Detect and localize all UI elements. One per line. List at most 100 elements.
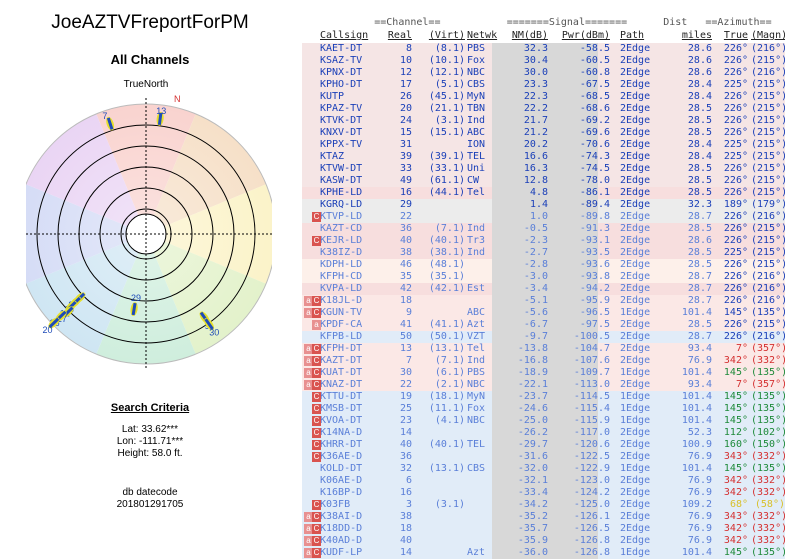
cell-pwr: -94.2 <box>579 283 610 294</box>
cell-path: 1Edge <box>620 403 651 414</box>
station-marker[interactable]: 13 <box>156 106 166 126</box>
cell-true: 226° <box>723 163 748 174</box>
cell-pwr: -68.5 <box>579 91 610 102</box>
table-row[interactable]: KVOA-DT 23 (4.1) NBC -25.0 -115.9 1Edge 101.4 14… <box>302 415 785 427</box>
table-row[interactable]: KPHO-DT 17 (5.1) CBS 23.3 -67.5 2Edge 28.4 225°(… <box>302 79 785 91</box>
table-row[interactable]: K38AI-D 38 -35.2 -126.1 2Edge 76.9 343° (332°) a… <box>302 511 785 523</box>
cell-magn: (332°) <box>751 523 785 534</box>
table-row[interactable]: KAZT-CD 36 (7.1) Ind -0.5 -91.3 2Edge 28.5 226°(… <box>302 223 785 235</box>
cell-nm: 23.3 <box>523 79 548 90</box>
table-row[interactable]: KEJR-LD 40 (40.1) Tr3 -2.3 -93.1 2Edge 28.6 226°… <box>302 235 785 247</box>
table-row[interactable]: KUDF-LP 14 Azt -36.0 -126.8 1Edge 101.4 145° (13… <box>302 547 785 559</box>
cell-real: 50 <box>399 331 412 342</box>
cell-pwr: -95.9 <box>579 295 610 306</box>
cell-magn: (216°) <box>751 295 785 306</box>
table-row[interactable]: KAZT-DT 7 (7.1) Ind -16.8 -107.6 2Edge 76.9 342°… <box>302 355 785 367</box>
cell-real: 18 <box>399 295 412 306</box>
table-row[interactable]: KPNX-DT 12 (12.1) NBC 30.0 -60.8 2Edge 28.6 226°… <box>302 67 785 79</box>
table-row[interactable]: KNAZ-DT 22 (2.1) NBC -22.1 -113.0 2Edge 93.4 7°(… <box>302 379 785 391</box>
table-row[interactable]: K06AE-D 6 -32.1 -123.0 2Edge 76.9 342° (332°) <box>302 475 785 487</box>
cell-pwr: -100.5 <box>573 331 610 342</box>
cell-pwr: -58.5 <box>579 43 610 54</box>
cell-true: 226° <box>723 175 748 186</box>
table-row[interactable]: KUTP 26 (45.1) MyN 22.3 -68.5 2Edge 28.4 226° (21… <box>302 91 785 103</box>
cell-true: 225° <box>723 139 748 150</box>
cell-callsign: KGUN-TV <box>320 307 363 318</box>
table-row[interactable]: KASW-DT 49 (61.1) CW 12.8 -78.0 2Edge 28.5 226°(… <box>302 175 785 187</box>
table-row[interactable]: K38IZ-D 38 (38.1) Ind -2.7 -93.5 2Edge 28.5 225°… <box>302 247 785 259</box>
table-row[interactable]: KGRQ-LD 29 1.4 -89.4 2Edge 32.3 189° (179°) <box>302 199 785 211</box>
cell-magn: (215°) <box>751 175 785 186</box>
cell-virt: (45.1) <box>428 91 465 102</box>
cell-virt: (3.1) <box>434 499 465 510</box>
station-marker[interactable]: 30 <box>202 316 219 337</box>
table-row[interactable]: K03FB 3 (3.1) -34.2 -125.0 2Edge 109.2 68° (58°)… <box>302 499 785 511</box>
cell-callsign: KAZT-DT <box>320 355 363 366</box>
cell-magn: (215°) <box>751 259 785 270</box>
cell-magn: (215°) <box>751 127 785 138</box>
cell-true: 145° <box>723 391 748 402</box>
cell-true: 225° <box>723 151 748 162</box>
table-row[interactable]: K40AD-D 40 -35.9 -126.8 2Edge 76.9 342° (332°) a… <box>302 535 785 547</box>
column-header: Netwk <box>467 30 498 41</box>
header-groups: ==Channel== =======Signal======= Dist ==… <box>302 17 772 28</box>
cell-nm: -5.6 <box>523 307 548 318</box>
table-row[interactable]: K14NA-D 14 -26.2 -117.0 2Edge 52.3 112° (102°) C <box>302 427 785 439</box>
table-row[interactable]: K16BP-D 16 -33.4 -124.2 2Edge 76.9 342° (332°) <box>302 487 785 499</box>
table-row[interactable]: K18DD-D 18 -35.7 -126.5 2Edge 76.9 342° (332°) a… <box>302 523 785 535</box>
station-label: 7 <box>102 111 107 121</box>
cell-dist: 28.5 <box>687 247 712 258</box>
north-marker: N <box>174 94 181 104</box>
table-row[interactable]: KHRR-DT 40 (40.1) TEL -29.7 -120.6 2Edge 100.9 1… <box>302 439 785 451</box>
cell-net <box>467 427 505 439</box>
cell-true: 7° <box>735 379 748 390</box>
cell-dist: 76.9 <box>687 355 712 366</box>
table-row[interactable]: KPHE-LD 16 (44.1) Tel 4.8 -86.1 2Edge 28.5 226°(… <box>302 187 785 199</box>
station-marker[interactable]: 7 <box>102 111 115 131</box>
row-flag-badge: C <box>312 368 321 378</box>
table-row[interactable]: KDPH-LD 46 (48.1) -2.8 -93.6 2Edge 28.5 226° (21… <box>302 259 785 271</box>
cell-dist: 101.4 <box>681 307 712 318</box>
cell-real: 20 <box>399 103 412 114</box>
cell-real: 32 <box>399 463 412 474</box>
cell-real: 22 <box>399 211 412 222</box>
table-row[interactable]: KUAT-DT 30 (6.1) PBS -18.9 -109.7 1Edge 101.4 14… <box>302 367 785 379</box>
station-marker[interactable]: 29 <box>130 293 141 316</box>
cell-nm: -18.9 <box>517 367 548 378</box>
true-north-label: TrueNorth <box>124 79 169 90</box>
table-row[interactable]: KFPH-DT 13 (13.1) Tel -13.8 -104.7 2Edge 93.4 7°… <box>302 343 785 355</box>
table-row[interactable]: K36AE-D 36 -31.6 -122.5 2Edge 76.9 343° (332°) C <box>302 451 785 463</box>
cell-real: 22 <box>399 379 412 390</box>
cell-magn: (135°) <box>751 463 785 474</box>
table-row[interactable]: KPDF-CA 41 (41.1) Azt -6.7 -97.5 2Edge 28.5 226°… <box>302 319 785 331</box>
table-row[interactable]: KAET-DT 8 (8.1) PBS 32.3 -58.5 2Edge 28.6 226° (2… <box>302 43 785 55</box>
cell-real: 40 <box>399 439 412 450</box>
table-row[interactable]: KVPA-LD 42 (42.1) Est -3.4 -94.2 2Edge 28.7 226°… <box>302 283 785 295</box>
cell-virt: (35.1) <box>428 271 465 282</box>
table-row[interactable]: KFPB-LD 50 (50.1) VZT -9.7 -100.5 2Edge 28.7 226… <box>302 331 785 343</box>
table-row[interactable]: KTTU-DT 19 (18.1) MyN -23.7 -114.5 1Edge 101.4 1… <box>302 391 785 403</box>
cell-magn: (135°) <box>751 307 785 318</box>
db-datecode-value: 201801291705 <box>116 499 184 510</box>
table-row[interactable]: KTVP-LD 22 1.0 -89.8 2Edge 28.7 226° (216°) C <box>302 211 785 223</box>
cell-true: 342° <box>723 355 748 366</box>
table-row[interactable]: KOLD-DT 32 (13.1) CBS -32.0 -122.9 1Edge 101.4 1… <box>302 463 785 475</box>
cell-net: NBC <box>467 415 486 426</box>
cell-pwr: -126.1 <box>573 511 610 522</box>
table-row[interactable]: KSAZ-TV 10 (10.1) Fox 30.4 -60.5 2Edge 28.6 226°… <box>302 55 785 67</box>
cell-path: 2Edge <box>620 295 651 306</box>
cell-dist: 28.5 <box>687 175 712 186</box>
table-row[interactable]: KPPX-TV 31 ION 20.2 -70.6 2Edge 28.4 225° (215°) <box>302 139 785 151</box>
table-row[interactable]: KNXV-DT 15 (15.1) ABC 21.2 -69.6 2Edge 28.5 226°… <box>302 127 785 139</box>
table-row[interactable]: KTAZ 39 (39.1) TEL 16.6 -74.3 2Edge 28.4 225° (21… <box>302 151 785 163</box>
table-row[interactable]: KMSB-DT 25 (11.1) Fox -24.6 -115.4 1Edge 101.4 1… <box>302 403 785 415</box>
station-marker[interactable]: 20 <box>42 316 61 336</box>
table-row[interactable]: KFPH-CD 35 (35.1) -3.0 -93.8 2Edge 28.7 226° (21… <box>302 271 785 283</box>
cell-callsign: KMSB-DT <box>320 403 363 414</box>
table-row[interactable]: KTVW-DT 33 (33.1) Uni 16.3 -74.5 2Edge 28.5 226°… <box>302 163 785 175</box>
cell-pwr: -115.9 <box>573 415 610 426</box>
table-row[interactable]: KGUN-TV 9 ABC -5.6 -96.5 1Edge 101.4 145° (135°)… <box>302 307 785 319</box>
table-row[interactable]: K18JL-D 18 -5.1 -95.9 2Edge 28.7 226° (216°) a C <box>302 295 785 307</box>
table-row[interactable]: KPAZ-TV 20 (21.1) TBN 22.2 -68.6 2Edge 28.5 226°… <box>302 103 785 115</box>
table-row[interactable]: KTVK-DT 24 (3.1) Ind 21.7 -69.2 2Edge 28.5 226°(… <box>302 115 785 127</box>
